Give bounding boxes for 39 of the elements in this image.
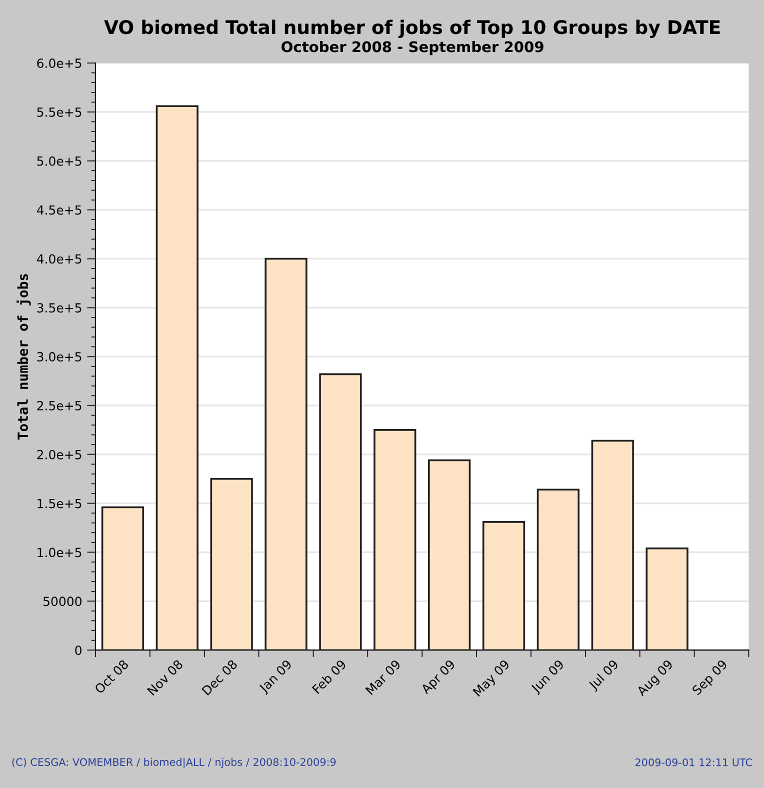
bar bbox=[101, 506, 144, 650]
x-tick-label: Feb 09 bbox=[312, 659, 347, 694]
bar bbox=[646, 547, 688, 650]
y-tick-label: 1.5e+5 bbox=[38, 498, 82, 508]
y-tick-label: 0 bbox=[75, 646, 82, 656]
bar bbox=[482, 521, 526, 650]
y-tick-label: 5.5e+5 bbox=[37, 108, 82, 117]
chart-title: VO biomed Total number of jobs of Top 10 Groups by DATE bbox=[104, 20, 720, 38]
bar bbox=[210, 478, 253, 650]
x-tick-label: Mar 09 bbox=[365, 659, 402, 696]
x-tick-label: Sep 09 bbox=[692, 659, 730, 698]
y-tick-label: 1.0e+5 bbox=[38, 548, 82, 558]
x-tick-label: Dec 08 bbox=[201, 659, 238, 696]
bar bbox=[156, 105, 198, 650]
y-tick-label: 50000 bbox=[44, 596, 82, 606]
text: 2009-09-01 12:11 UTC bbox=[635, 758, 752, 766]
y-tick-label: 3.0e+5 bbox=[37, 352, 82, 362]
bar bbox=[374, 429, 416, 650]
y-tick-label: 4.5e+5 bbox=[36, 205, 82, 215]
y-axis-title: Total number of jobs bbox=[16, 274, 31, 440]
y-tick-label: 4.0e+5 bbox=[36, 254, 82, 264]
x-tick-label: Nov 08 bbox=[146, 659, 184, 696]
y-tick-label: 3.5e+5 bbox=[37, 303, 82, 313]
x-tick-label: Apr 09 bbox=[420, 659, 458, 696]
bar bbox=[428, 459, 471, 650]
text: (C) CESGA: VOMEMBER / biomed|ALL / njobs / 2008:10-2009:9 bbox=[12, 758, 336, 768]
y-tick-label: 5.0e+5 bbox=[37, 156, 82, 166]
bar bbox=[591, 440, 634, 650]
x-tick-label: Jul 09 bbox=[587, 659, 620, 692]
bar bbox=[319, 373, 362, 650]
x-tick-label: Oct 08 bbox=[94, 659, 129, 694]
y-tick-label: 2.5e+5 bbox=[37, 400, 82, 410]
x-tick-label: Jan 09 bbox=[258, 659, 294, 696]
y-tick-label: 6.0e+5 bbox=[37, 58, 82, 68]
bar bbox=[264, 258, 308, 650]
x-tick-label: Jun 09 bbox=[530, 659, 566, 696]
y-tick-label: 2.0e+5 bbox=[37, 450, 82, 460]
chart-subtitle: October 2008 - September 2009 bbox=[282, 40, 544, 56]
bar bbox=[536, 488, 580, 650]
